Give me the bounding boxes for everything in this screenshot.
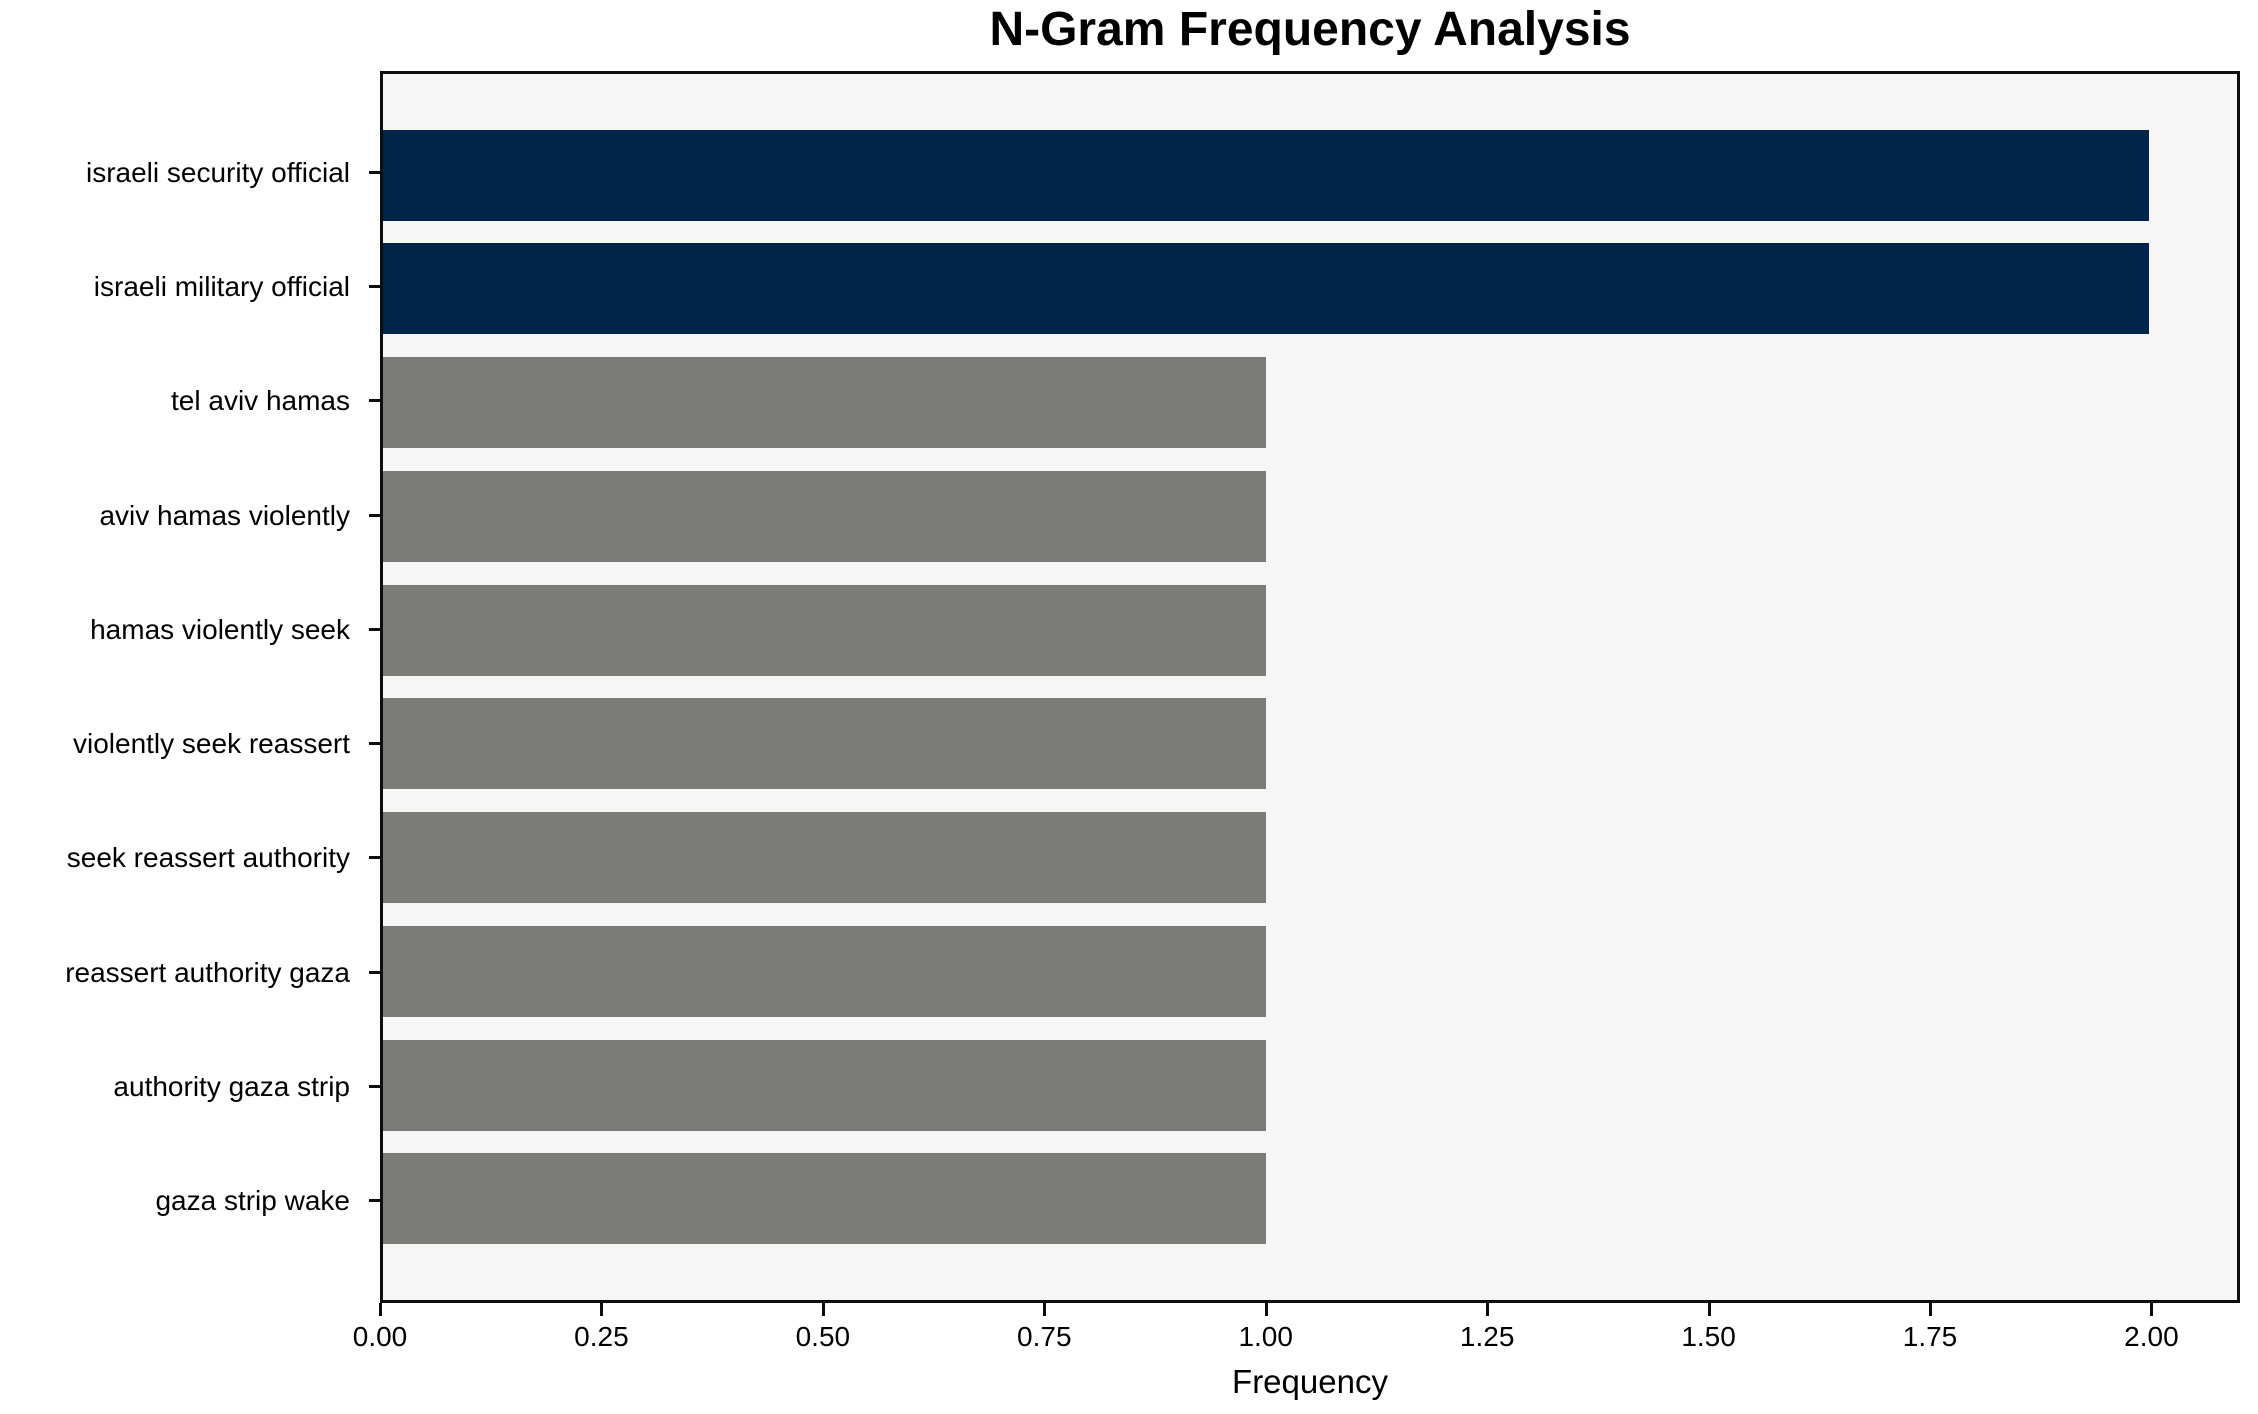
y-tick-mark xyxy=(369,513,380,517)
y-tick-row: israeli military official xyxy=(0,267,380,307)
x-tick-mark xyxy=(379,1303,382,1316)
x-tick-mark xyxy=(1043,1303,1047,1316)
y-tick-mark xyxy=(369,856,380,860)
y-tick-mark xyxy=(369,742,380,746)
y-tick-mark xyxy=(369,284,380,288)
x-tick-mark xyxy=(1707,1303,1711,1316)
y-tick-label: reassert authority gaza xyxy=(65,956,350,988)
x-tick-mark xyxy=(1929,1303,1932,1316)
y-tick-row: reassert authority gaza xyxy=(0,953,380,993)
bar-aviv-hamas-violently xyxy=(383,470,1266,562)
y-tick-row: tel aviv hamas xyxy=(0,381,380,421)
x-tick-label: 2.00 xyxy=(2124,1321,2179,1352)
x-tick-label: 0.75 xyxy=(1017,1321,1072,1352)
y-tick-row: seek reassert authority xyxy=(0,838,380,878)
x-tick-label: 1.25 xyxy=(1459,1321,1515,1352)
x-tick-mark xyxy=(600,1303,604,1316)
y-tick-label: israeli security official xyxy=(85,156,350,188)
y-tick-row: aviv hamas violently xyxy=(0,496,380,536)
y-axis: israeli security official israeli militar… xyxy=(0,71,380,1303)
bar-reassert-authority-gaza xyxy=(383,925,1266,1017)
y-tick-row: violently seek reassert xyxy=(0,724,380,764)
chart-title: N-Gram Frequency Analysis xyxy=(989,3,1631,56)
y-tick-label: aviv hamas violently xyxy=(99,499,350,531)
x-tick-label: 0.50 xyxy=(795,1321,851,1352)
x-axis-title: Frequency xyxy=(1232,1363,1388,1400)
x-tick-mark xyxy=(1486,1303,1490,1316)
bar-violently-seek-reassert xyxy=(383,698,1266,790)
y-tick-label: violently seek reassert xyxy=(72,728,350,760)
y-tick-mark xyxy=(369,1085,380,1088)
y-tick-label: israeli military official xyxy=(93,270,350,302)
y-tick-label: seek reassert authority xyxy=(66,842,350,874)
x-tick-label: 1.50 xyxy=(1681,1321,1736,1352)
x-tick-label: 0.25 xyxy=(574,1321,629,1352)
bar-hamas-violently-seek xyxy=(383,584,1266,676)
x-tick-label: 1.75 xyxy=(1902,1321,1958,1352)
y-tick-mark xyxy=(369,170,380,174)
y-tick-row: hamas violently seek xyxy=(0,610,380,650)
bar-seek-reassert-authority xyxy=(383,812,1266,904)
y-tick-row: gaza strip wake xyxy=(0,1181,380,1221)
y-tick-mark xyxy=(369,627,380,631)
y-tick-row: authority gaza strip xyxy=(0,1067,380,1107)
bar-authority-gaza-strip xyxy=(383,1039,1266,1131)
y-tick-row: israeli security official xyxy=(0,153,380,193)
y-tick-label: tel aviv hamas xyxy=(171,385,350,417)
y-tick-label: hamas violently seek xyxy=(90,613,350,645)
plot-area xyxy=(380,71,2240,1303)
bar-israeli-military-official xyxy=(383,243,2149,335)
x-tick-mark xyxy=(1264,1303,1268,1316)
y-tick-mark xyxy=(369,1199,380,1203)
bar-israeli-security-official xyxy=(383,129,2149,221)
x-tick-label: 1.00 xyxy=(1238,1321,1293,1352)
bar-tel-aviv-hamas xyxy=(383,357,1266,449)
x-axis: 0.00 0.25 0.50 0.75 1.00 1.25 1.50 1.75 2.00 xyxy=(353,1303,2240,1373)
y-tick-label: gaza strip wake xyxy=(155,1185,350,1217)
y-tick-mark xyxy=(369,970,380,974)
y-tick-mark xyxy=(369,399,380,403)
y-tick-label: authority gaza strip xyxy=(113,1071,350,1102)
bar-gaza-strip-wake xyxy=(383,1153,1266,1245)
x-tick-mark xyxy=(821,1303,825,1316)
x-tick-label: 0.00 xyxy=(352,1321,408,1352)
x-tick-mark xyxy=(2150,1303,2154,1316)
